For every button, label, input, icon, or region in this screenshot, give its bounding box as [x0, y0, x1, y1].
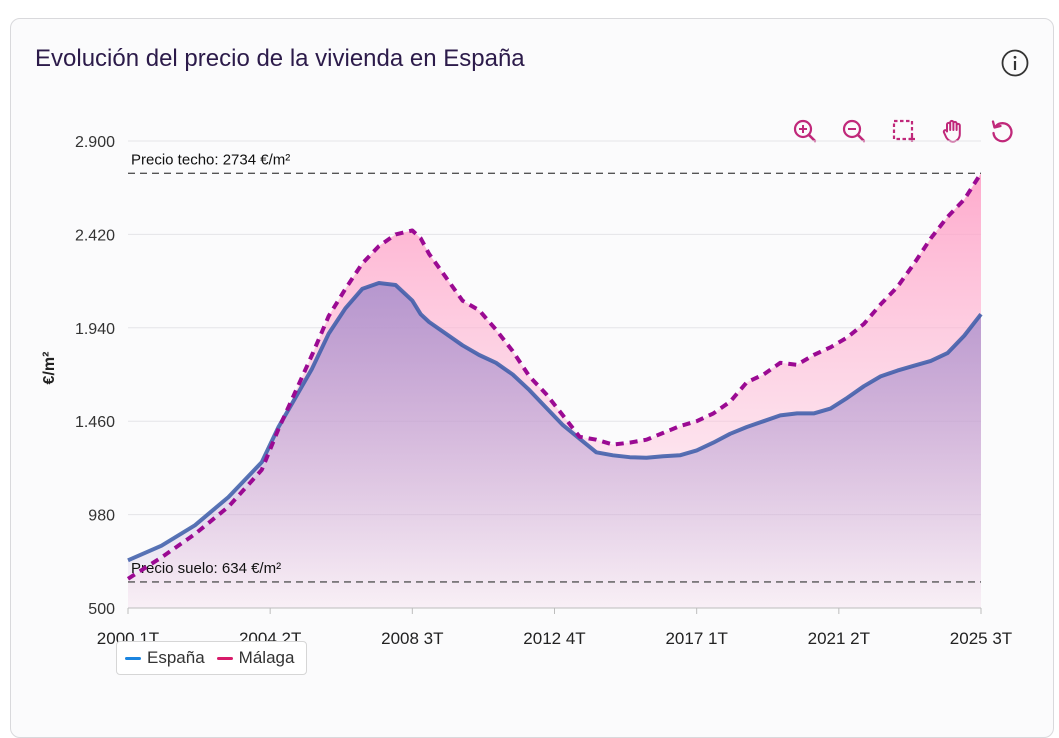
reference-line-label: Precio suelo: 634 €/m²	[131, 560, 281, 577]
pan-hand-icon	[942, 119, 961, 143]
y-tick-label: 1.460	[75, 414, 115, 431]
legend-swatch-malaga	[216, 656, 233, 660]
x-tick-label: 2017 1T	[665, 629, 727, 648]
legend-label-espana: España	[147, 648, 205, 667]
x-tick-label: 2008 3T	[381, 629, 443, 648]
zoom-in-icon	[793, 119, 817, 143]
legend-swatch-espana	[125, 656, 141, 660]
x-tick-label: 2021 2T	[808, 629, 870, 648]
legend-item-espana[interactable]: España	[125, 648, 205, 668]
y-tick-label: 980	[88, 508, 115, 525]
chart-legend: España Málaga	[116, 641, 308, 675]
y-tick-label: 2.420	[75, 227, 115, 244]
info-button[interactable]	[1000, 48, 1030, 78]
x-tick-label: 2012 4T	[523, 629, 585, 648]
zoom-out-button[interactable]	[840, 117, 868, 145]
reference-line-label: Precio techo: 2734 €/m²	[131, 151, 290, 168]
reset-icon	[991, 120, 1013, 143]
reset-button[interactable]	[988, 117, 1016, 145]
x-tick-label: 2025 3T	[950, 629, 1012, 648]
zoom-in-button[interactable]	[791, 117, 819, 145]
y-tick-label: 1.940	[75, 321, 115, 338]
legend-item-malaga[interactable]: Málaga	[216, 648, 295, 668]
y-axis-label: €/m²	[41, 352, 58, 385]
espana-area	[128, 283, 981, 608]
chart-title: Evolución del precio de la vivienda en E…	[35, 45, 525, 72]
pan-button[interactable]	[939, 117, 967, 145]
y-tick-label: 2.900	[75, 134, 115, 151]
legend-label-malaga: Málaga	[238, 648, 295, 667]
y-tick-label: 500	[88, 601, 115, 618]
info-icon	[1001, 49, 1029, 77]
malaga-line	[126, 172, 983, 581]
zoom-out-icon	[842, 119, 866, 143]
